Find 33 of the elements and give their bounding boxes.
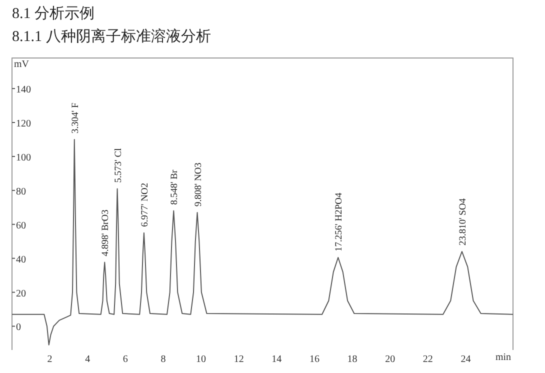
annotation: 6.977' NO2 xyxy=(140,182,150,227)
y-tick-label: 100 xyxy=(16,152,31,164)
x-tick-label: 20 xyxy=(385,354,396,365)
y-tick-label: 40 xyxy=(16,254,26,266)
y-tick-label: 0 xyxy=(16,322,21,334)
annotation: 4.898' BrO3 xyxy=(101,209,112,256)
y-tick-label: 140 xyxy=(16,84,31,96)
annotation: 5.573' Cl xyxy=(114,148,124,183)
y-tick-label: 20 xyxy=(16,288,26,300)
annotation: 9.808' NO3 xyxy=(194,162,204,206)
annotation: 3.304' F xyxy=(70,102,81,134)
chart-subtitle: 8.1.1 八种阴离子标准溶液分析 xyxy=(12,28,211,45)
annotation: 8.548' Br xyxy=(170,168,180,205)
x-axis-title: min xyxy=(495,352,511,363)
y-tick-label: 80 xyxy=(16,186,26,198)
annotation: 17.256' H2PO4 xyxy=(334,192,345,252)
x-tick-label: 16 xyxy=(309,354,320,365)
x-tick-label: 2 xyxy=(47,354,52,365)
x-tick-label: 4 xyxy=(85,354,90,365)
x-tick-label: 22 xyxy=(422,354,433,365)
x-tick-label: 10 xyxy=(196,354,206,365)
y-axis-title: mV xyxy=(14,59,30,70)
x-tick-label: 14 xyxy=(272,354,282,365)
x-tick-label: 8 xyxy=(160,354,166,365)
x-tick-label: 18 xyxy=(347,354,358,365)
line-series xyxy=(12,138,514,346)
y-tick-label: 120 xyxy=(16,118,31,130)
x-tick-label: 24 xyxy=(460,354,471,365)
x-tick-label: 12 xyxy=(234,354,244,365)
annotation: 23.810' SO4 xyxy=(458,198,468,246)
chart-title: 8.1 分析示例 xyxy=(12,5,94,22)
y-tick-label: 60 xyxy=(16,220,26,232)
x-tick-label: 6 xyxy=(122,354,128,365)
